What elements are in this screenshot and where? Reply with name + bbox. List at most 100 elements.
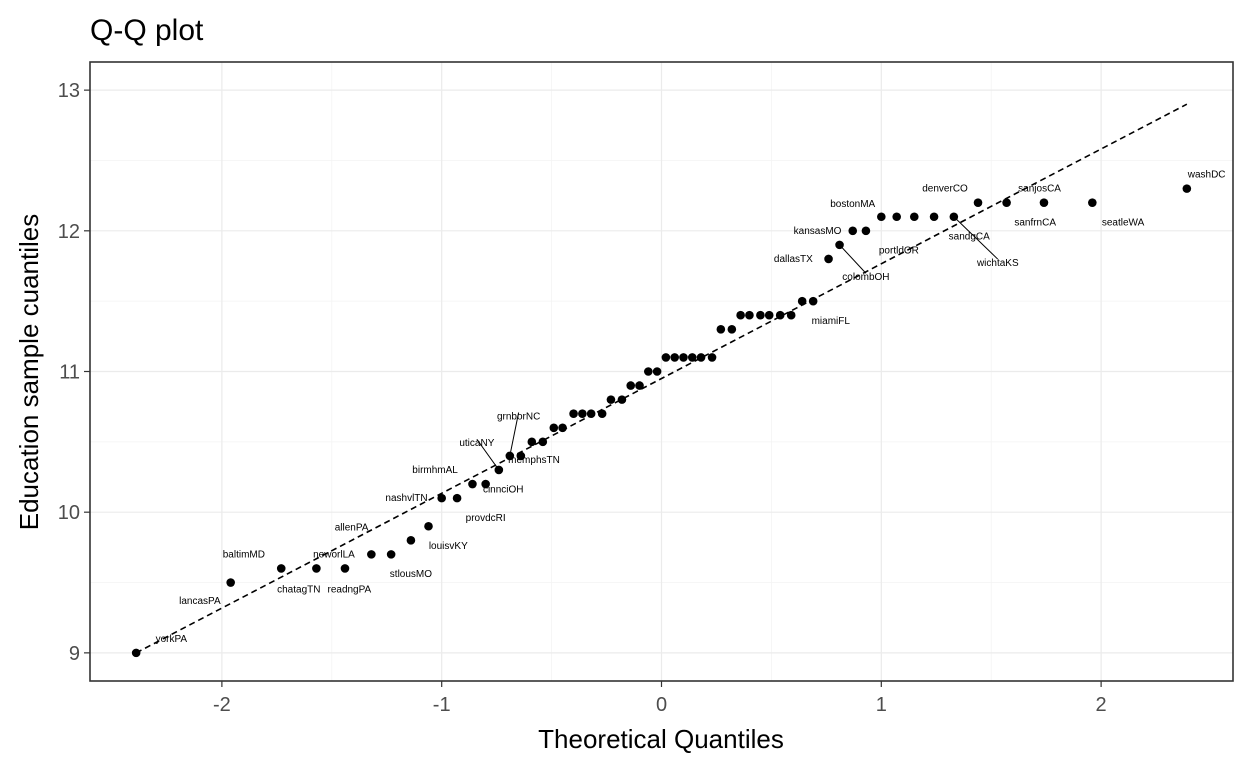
data-point — [527, 437, 537, 447]
point-label: yorkPA — [156, 634, 188, 645]
point-label: uticaNY — [459, 438, 494, 449]
data-point — [909, 212, 919, 222]
point-label: allenPA — [335, 523, 369, 534]
data-point — [929, 212, 939, 222]
label-leader-line — [509, 412, 520, 457]
data-point — [538, 437, 548, 447]
point-label: memphsTN — [508, 455, 560, 466]
point-label: lancasPA — [179, 596, 221, 607]
point-label: portldOR — [879, 246, 919, 257]
y-tick-label: 13 — [58, 80, 80, 102]
data-point — [892, 212, 901, 222]
data-point — [1182, 184, 1192, 193]
data-point — [367, 550, 376, 559]
y-tick-label: 11 — [59, 362, 80, 384]
data-point — [468, 479, 477, 489]
data-point — [973, 198, 983, 207]
y-axis-title: Education sample cuantiles — [14, 214, 44, 531]
data-point — [808, 296, 818, 306]
grid — [90, 62, 1233, 681]
data-point — [626, 381, 636, 390]
point-label: sanfrnCA — [1014, 217, 1056, 228]
y-tick-label: 9 — [69, 643, 80, 665]
point-label: provdcRI — [466, 513, 506, 524]
reference-line-group — [135, 103, 1188, 654]
data-point — [505, 451, 515, 461]
data-point — [226, 578, 235, 587]
y-tick-label: 10 — [58, 502, 80, 524]
label-leader-line — [476, 438, 500, 471]
data-point — [558, 423, 567, 433]
data-point — [131, 648, 141, 658]
point-label: chatagTN — [277, 585, 320, 596]
point-label: neworlLA — [313, 549, 355, 560]
data-point — [764, 310, 774, 320]
point-label: stlousMO — [390, 569, 432, 580]
label-leader-line — [839, 244, 867, 274]
data-point — [578, 409, 587, 419]
qq-reference-line — [135, 103, 1188, 654]
data-point — [861, 226, 871, 236]
data-point — [736, 310, 745, 320]
leader-lines — [476, 216, 999, 471]
x-tick-label: 2 — [1096, 694, 1107, 716]
point-label: birmhmAL — [412, 465, 458, 476]
data-point — [597, 409, 607, 419]
data-point — [716, 324, 726, 334]
point-label: sandgCA — [949, 231, 990, 242]
point-label: grnborNC — [497, 412, 540, 423]
data-point — [661, 353, 671, 362]
data-point — [516, 451, 526, 461]
data-point — [775, 310, 785, 320]
data-point — [670, 353, 679, 362]
data-point — [635, 381, 644, 390]
data-point — [696, 353, 706, 362]
data-point — [652, 367, 662, 376]
data-point — [276, 564, 286, 573]
data-point — [835, 240, 844, 250]
data-point — [340, 564, 350, 573]
x-tick-label: 1 — [876, 694, 887, 716]
x-tick-label: -1 — [433, 694, 451, 716]
data-point — [786, 310, 796, 320]
data-point — [756, 310, 765, 320]
point-label: louisvKY — [429, 541, 468, 552]
data-point — [437, 493, 446, 503]
data-point — [644, 367, 653, 376]
point-label: colombOH — [842, 272, 889, 283]
point-labels: yorkPA lancasPA baltimMD chatagTN neworlLA re… — [156, 170, 1226, 645]
point-label: dallasTX — [774, 254, 813, 265]
data-point — [406, 536, 416, 545]
data-point — [687, 353, 697, 362]
point-label: cinnciOH — [483, 485, 524, 496]
point-label: bostonMA — [830, 199, 875, 210]
data-point — [569, 409, 578, 419]
data-point — [549, 423, 559, 433]
data-point — [707, 353, 717, 362]
data-point — [312, 564, 321, 573]
data-point — [481, 479, 490, 489]
data-point — [848, 226, 858, 236]
point-label: denverCO — [922, 184, 968, 195]
point-label: nashvlTN — [385, 493, 427, 504]
data-point — [949, 212, 959, 222]
point-label: washDC — [1187, 170, 1226, 181]
data-point — [606, 395, 616, 404]
x-axis: -2 -1 0 1 2 — [213, 681, 1107, 716]
data-point — [1039, 198, 1049, 207]
data-point — [494, 465, 504, 475]
data-point — [1002, 198, 1011, 207]
data-point — [586, 409, 596, 419]
point-label: kansasMO — [794, 226, 842, 237]
data-point — [877, 212, 886, 222]
data-point — [727, 324, 737, 334]
data-point — [679, 353, 688, 362]
data-points — [131, 184, 1192, 658]
data-point — [824, 254, 833, 264]
x-tick-label: 0 — [656, 694, 667, 716]
data-point — [1088, 198, 1097, 207]
data-point — [424, 521, 433, 531]
point-label: miamiFL — [812, 316, 851, 327]
y-axis: 9 10 11 12 13 — [58, 80, 90, 665]
